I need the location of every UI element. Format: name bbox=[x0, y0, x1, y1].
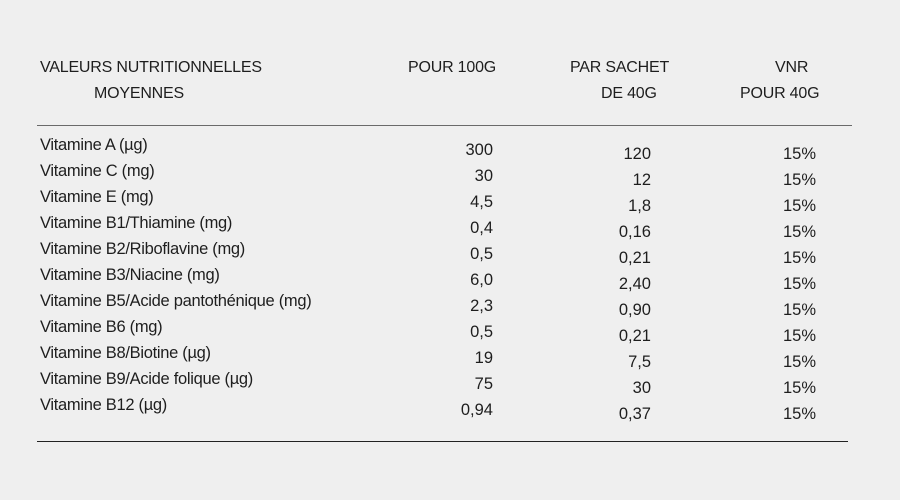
nutrient-name: Vitamine B6 (mg) bbox=[40, 318, 163, 336]
value-per-sachet: 2,40 bbox=[618, 275, 651, 293]
nutrient-name: Vitamine C (mg) bbox=[40, 162, 155, 180]
table-row: Vitamine B5/Acide pantothénique (mg) 2,3 0… bbox=[0, 291, 900, 319]
value-per-100g: 0,4 bbox=[470, 219, 493, 237]
header-per-sachet-line1: PAR SACHET bbox=[570, 59, 670, 76]
value-vnr: 15% bbox=[782, 145, 816, 163]
nutrient-name: Vitamine B3/Niacine (mg) bbox=[40, 266, 220, 284]
table-row: Vitamine C (mg) 30 12 15% bbox=[0, 161, 900, 189]
table-row: Vitamine B9/Acide folique (µg) 75 30 15% bbox=[0, 369, 900, 397]
header-nutrition-values-line2: MOYENNES bbox=[94, 85, 184, 102]
header-per-100g: POUR 100G bbox=[408, 59, 497, 76]
value-per-sachet: 0,21 bbox=[618, 327, 651, 345]
value-per-100g: 2,3 bbox=[470, 297, 493, 315]
value-per-sachet: 0,90 bbox=[618, 301, 651, 319]
header-vnr-line1: VNR bbox=[775, 59, 809, 76]
table-row: Vitamine B6 (mg) 0,5 0,21 15% bbox=[0, 317, 900, 345]
value-vnr: 15% bbox=[782, 301, 816, 319]
value-per-sachet: 1,8 bbox=[628, 197, 651, 215]
table-row: Vitamine B8/Biotine (µg) 19 7,5 15% bbox=[0, 343, 900, 371]
table-row: Vitamine B12 (µg) 0,94 0,37 15% bbox=[0, 395, 900, 423]
nutrient-name: Vitamine B8/Biotine (µg) bbox=[40, 344, 211, 362]
header-per-sachet-line2: DE 40G bbox=[601, 85, 657, 102]
value-vnr: 15% bbox=[782, 197, 816, 215]
value-vnr: 15% bbox=[782, 353, 816, 371]
value-per-100g: 75 bbox=[474, 375, 493, 393]
nutrient-name: Vitamine E (mg) bbox=[40, 188, 154, 206]
header-divider bbox=[37, 125, 852, 126]
value-per-100g: 0,5 bbox=[470, 245, 493, 263]
value-per-sachet: 0,16 bbox=[618, 223, 651, 241]
table-row: Vitamine B1/Thiamine (mg) 0,4 0,16 15% bbox=[0, 213, 900, 241]
value-per-sachet: 7,5 bbox=[628, 353, 651, 371]
header-vnr-line2: POUR 40G bbox=[740, 85, 820, 102]
value-vnr: 15% bbox=[782, 379, 816, 397]
nutrient-name: Vitamine B5/Acide pantothénique (mg) bbox=[40, 292, 312, 310]
header-nutrition-values-line1: VALEURS NUTRITIONNELLES bbox=[40, 59, 262, 76]
nutrient-name: Vitamine A (µg) bbox=[40, 136, 148, 154]
table-row: Vitamine E (mg) 4,5 1,8 15% bbox=[0, 187, 900, 215]
nutrient-name: Vitamine B2/Riboflavine (mg) bbox=[40, 240, 245, 258]
value-per-100g: 30 bbox=[474, 167, 493, 185]
nutrient-name: Vitamine B1/Thiamine (mg) bbox=[40, 214, 233, 232]
value-per-100g: 0,5 bbox=[470, 323, 493, 341]
value-vnr: 15% bbox=[782, 327, 816, 345]
value-per-sachet: 12 bbox=[632, 171, 651, 189]
value-per-sachet: 0,21 bbox=[618, 249, 651, 267]
value-vnr: 15% bbox=[782, 275, 816, 293]
value-per-sachet: 30 bbox=[632, 379, 651, 397]
table-row: Vitamine B3/Niacine (mg) 6,0 2,40 15% bbox=[0, 265, 900, 293]
value-vnr: 15% bbox=[782, 249, 816, 267]
value-per-100g: 4,5 bbox=[470, 193, 493, 211]
value-per-100g: 0,94 bbox=[460, 401, 493, 419]
value-per-100g: 300 bbox=[465, 141, 493, 159]
value-per-100g: 19 bbox=[474, 349, 493, 367]
value-vnr: 15% bbox=[782, 171, 816, 189]
nutrient-name: Vitamine B9/Acide folique (µg) bbox=[40, 370, 253, 388]
table-row: Vitamine A (µg) 300 120 15% bbox=[0, 135, 900, 163]
nutrient-name: Vitamine B12 (µg) bbox=[40, 396, 167, 414]
value-vnr: 15% bbox=[782, 405, 816, 423]
table-row: Vitamine B2/Riboflavine (mg) 0,5 0,21 15% bbox=[0, 239, 900, 267]
value-per-100g: 6,0 bbox=[470, 271, 493, 289]
bottom-divider bbox=[37, 441, 848, 442]
value-per-sachet: 0,37 bbox=[618, 405, 651, 423]
value-per-sachet: 120 bbox=[623, 145, 651, 163]
value-vnr: 15% bbox=[782, 223, 816, 241]
